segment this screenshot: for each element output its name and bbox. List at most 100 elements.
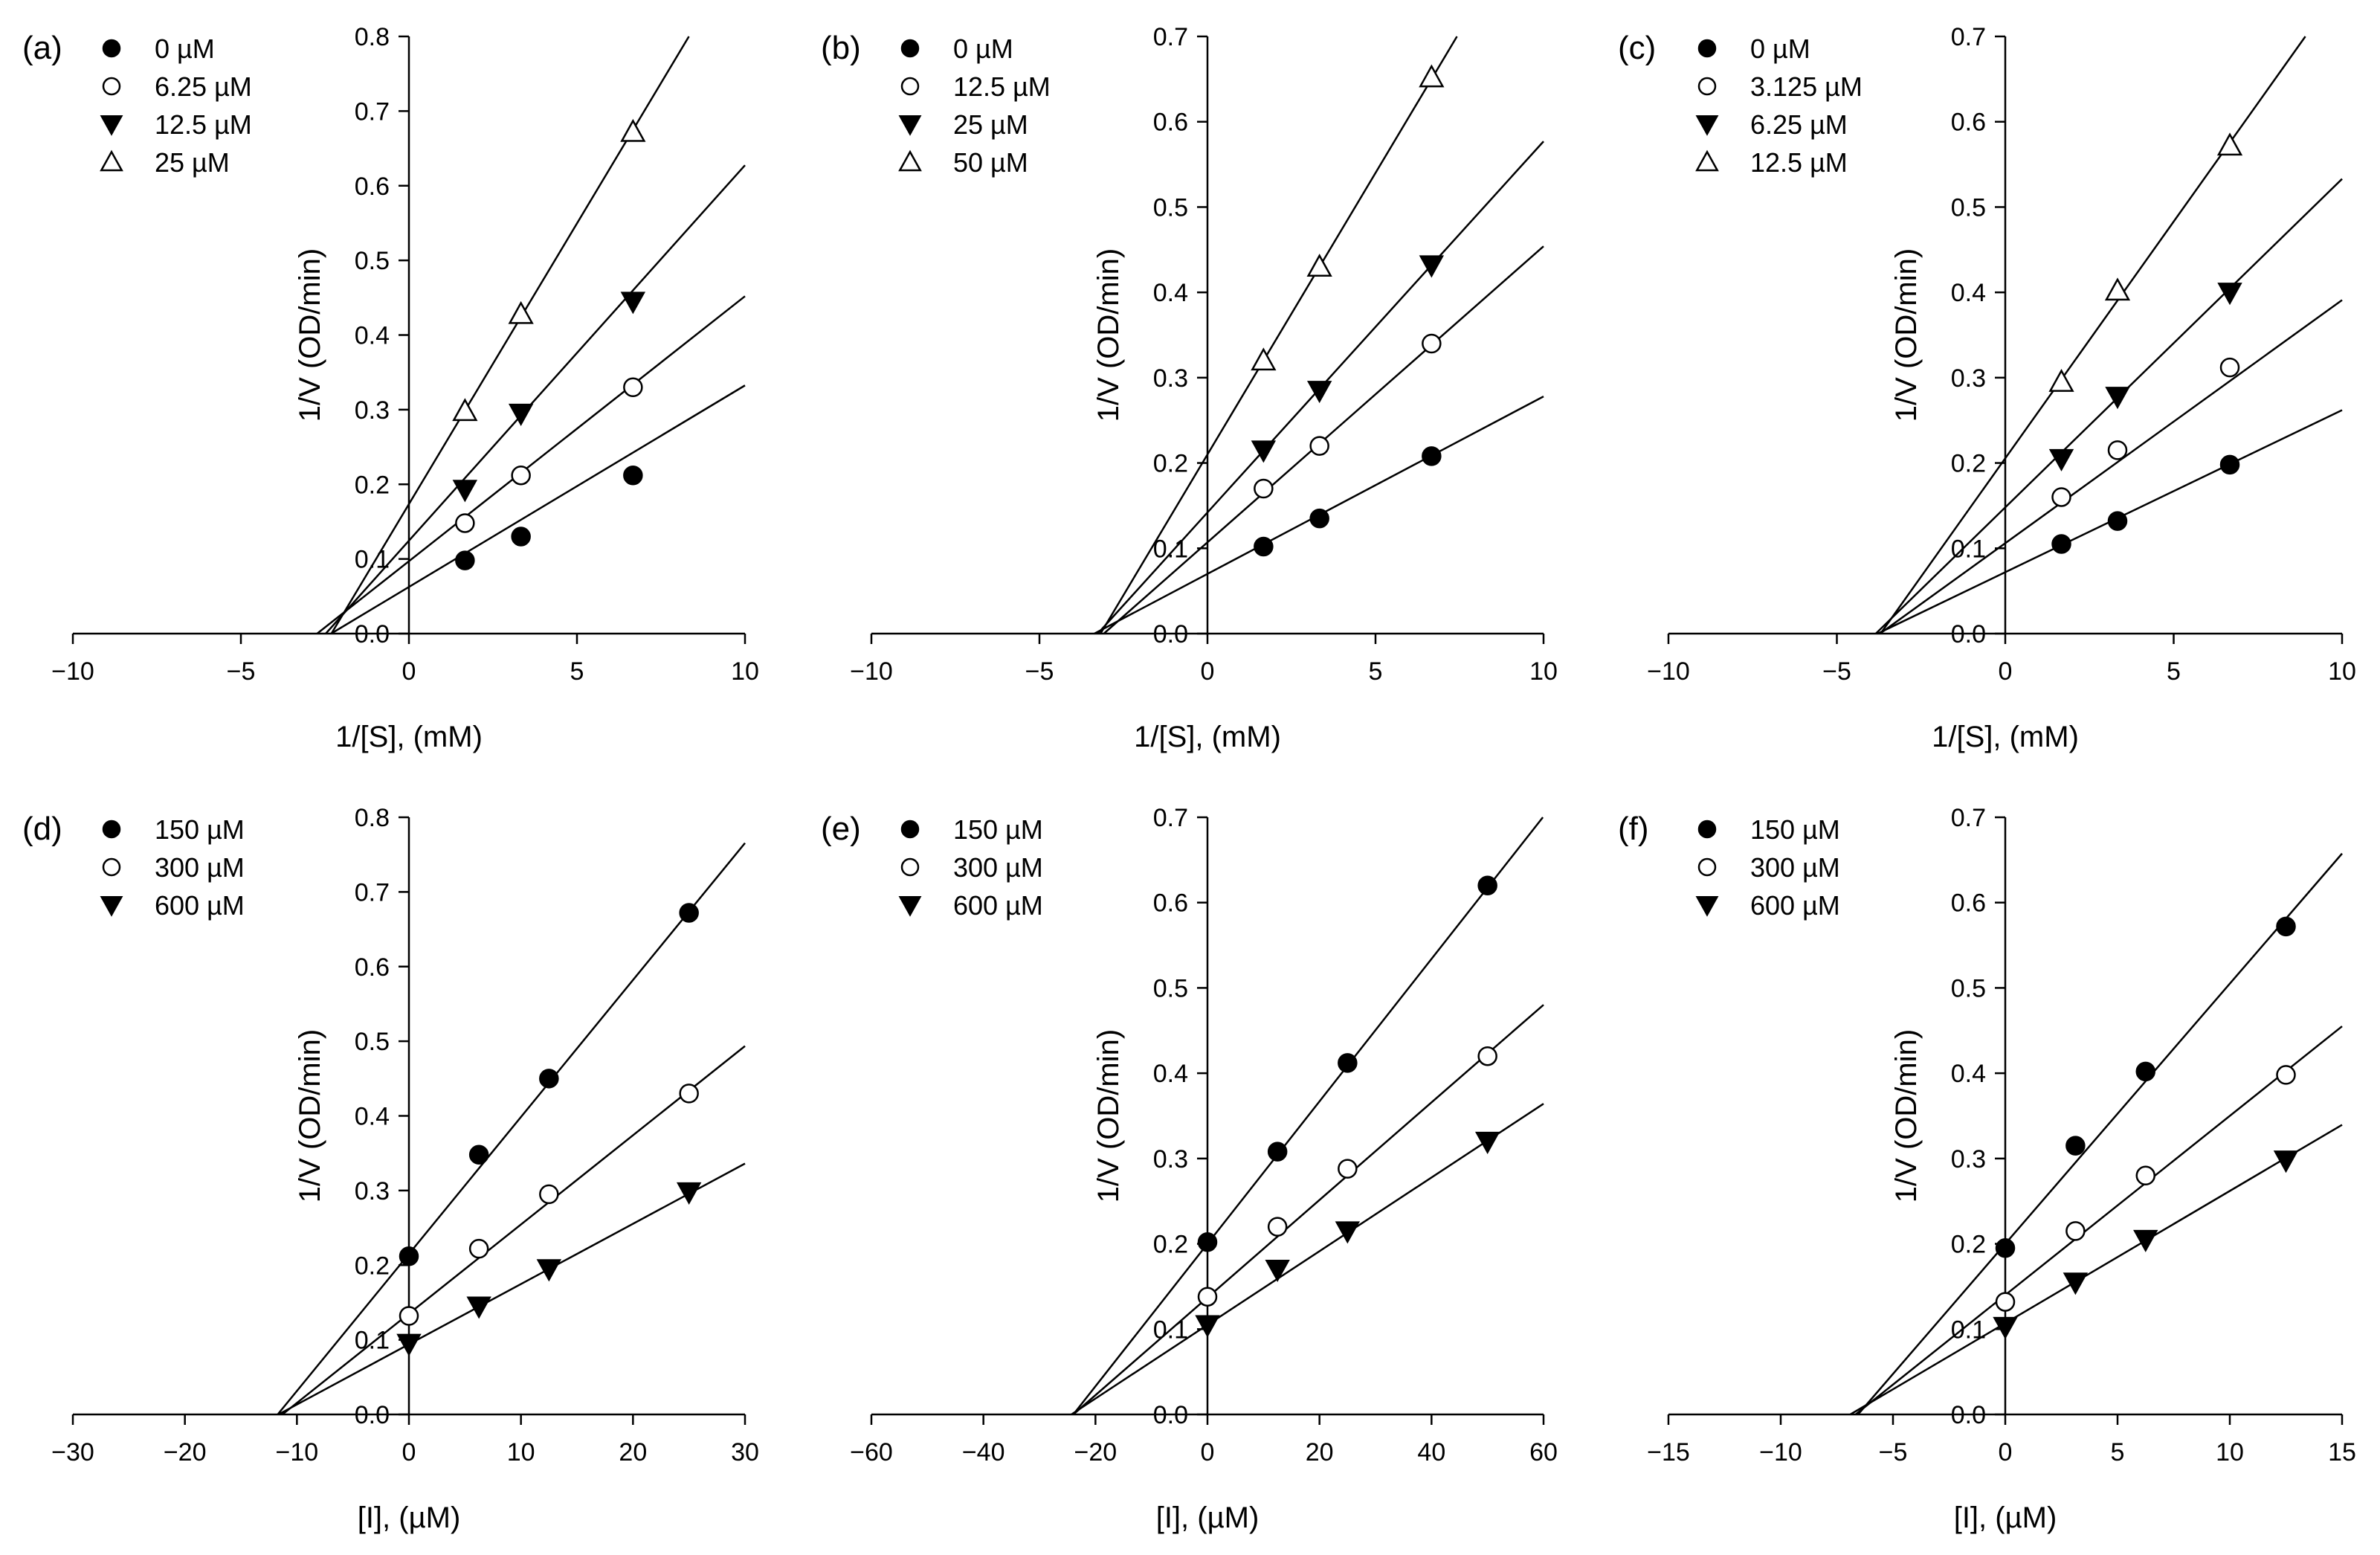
data-point-4-1-2 [1338, 1159, 1358, 1179]
fit-line-4-0 [1072, 817, 1544, 1415]
y-tick-label: 0.5 [355, 1028, 390, 1056]
data-point-2-1-2 [2219, 357, 2240, 378]
legend-marker-0 [102, 39, 121, 58]
fit-line-2-1 [1879, 299, 2343, 635]
y-tick-label: 0.6 [1951, 109, 1986, 137]
x-tick-label: 15 [2328, 1438, 2356, 1467]
legend-marker-0 [900, 820, 920, 839]
x-tick-label: 10 [731, 657, 759, 686]
legend: 0 µM 3.125 µM 6.25 µM 12.5 µM [1695, 33, 1863, 178]
data-point-0-1-0 [455, 513, 475, 533]
x-tick-label: −60 [850, 1438, 893, 1467]
panel-label: (c) [1618, 30, 1656, 66]
legend: 150 µM 300 µM 600 µM [1695, 814, 1840, 921]
legend-marker-3 [100, 149, 123, 172]
fit-line-3-2 [277, 1162, 746, 1416]
legend-marker-0 [900, 39, 920, 58]
x-tick-label: 20 [619, 1438, 647, 1467]
data-point-2-3-1 [2104, 277, 2131, 301]
legend-marker-2 [898, 896, 922, 917]
y-tick-label: 0.8 [355, 23, 390, 51]
legend-marker-0 [102, 820, 121, 839]
panel-label: (f) [1618, 811, 1649, 847]
y-axis-title: 1/V (OD/min) [294, 1029, 326, 1203]
x-tick-label: 0 [1999, 657, 2013, 686]
y-axis-title: 1/V (OD/min) [1890, 248, 1923, 422]
data-point-4-1-3 [1477, 1046, 1497, 1066]
data-point-5-1-1 [2065, 1221, 2086, 1241]
y-tick-label: 0.6 [1951, 889, 1986, 918]
legend: 150 µM 300 µM 600 µM [898, 814, 1043, 921]
legend-marker-1 [900, 77, 920, 96]
x-tick-label: −5 [1879, 1438, 1908, 1467]
legend-entry-label: 300 µM [155, 852, 245, 883]
data-point-2-1-0 [2051, 487, 2071, 507]
x-tick-label: −10 [275, 1438, 318, 1467]
x-tick-label: −5 [227, 657, 256, 686]
chart-panel-0: −10 −5 0 5 10 0.0 0.1 0.2 0.3 0.4 0.5 0.6 0.7 0.8 1/[S… [22, 23, 759, 753]
x-tick-label: −5 [1025, 657, 1054, 686]
data-point-3-0-1 [468, 1144, 489, 1165]
data-point-0-2-2 [620, 292, 646, 315]
y-tick-label: 0.7 [1951, 804, 1986, 832]
data-point-1-3-2 [1419, 64, 1445, 88]
data-point-3-0-2 [539, 1069, 559, 1089]
data-point-1-1-2 [1422, 333, 1442, 354]
fit-line-0-1 [316, 295, 746, 634]
data-point-1-2-2 [1419, 255, 1445, 278]
data-point-2-0-0 [2051, 534, 2071, 554]
x-tick-label: 60 [1529, 1438, 1558, 1467]
legend-marker-0 [1697, 39, 1717, 58]
fit-line-1-3 [1100, 36, 1458, 634]
data-point-5-2-2 [2133, 1229, 2158, 1252]
y-tick-label: 0.5 [1951, 974, 1986, 1002]
fit-line-2-3 [1880, 36, 2306, 634]
y-tick-label: 0.5 [1951, 193, 1986, 222]
legend-marker-2 [100, 115, 123, 136]
data-point-3-0-0 [399, 1246, 419, 1266]
data-point-5-0-0 [1995, 1238, 2016, 1258]
legend-entry-label: 300 µM [1750, 852, 1840, 883]
x-tick-label: 0 [1201, 1438, 1215, 1467]
legend-marker-2 [898, 115, 922, 136]
legend-marker-2 [100, 896, 123, 917]
legend-entry-label: 300 µM [953, 852, 1043, 883]
legend: 150 µM 300 µM 600 µM [100, 814, 245, 921]
legend-entry-label: 0 µM [155, 33, 215, 64]
legend-entry-label: 12.5 µM [1750, 147, 1848, 178]
data-point-5-1-3 [2276, 1065, 2296, 1085]
chart-panel-4: −60 −40 −20 0 20 40 60 0.0 0.1 0.2 0.3 0.4 0.5 0.6 0.7… [821, 804, 1558, 1534]
data-point-2-3-0 [2048, 369, 2074, 392]
x-tick-label: 10 [1529, 657, 1558, 686]
legend-entry-label: 150 µM [953, 814, 1043, 845]
data-point-0-0-1 [511, 527, 531, 547]
fit-line-5-1 [1854, 1026, 2343, 1415]
y-tick-label: 0.3 [1951, 1145, 1986, 1174]
legend-entry-label: 25 µM [953, 109, 1028, 140]
data-point-3-2-2 [536, 1259, 562, 1282]
y-tick-label: 0.6 [1153, 109, 1188, 137]
y-tick-label: 0.5 [355, 247, 390, 275]
y-tick-label: 0.1 [1153, 535, 1188, 563]
legend-entry-label: 6.25 µM [1750, 109, 1848, 140]
y-tick-label: 0.7 [1153, 804, 1188, 832]
fit-line-4-1 [1072, 1004, 1544, 1415]
x-tick-label: −10 [1647, 657, 1690, 686]
data-point-0-3-1 [508, 300, 534, 324]
y-tick-label: 0.3 [1153, 1145, 1188, 1174]
legend-marker-0 [1697, 820, 1717, 839]
legend-entry-label: 0 µM [1750, 33, 1810, 64]
data-point-4-1-1 [1267, 1217, 1288, 1237]
x-tick-label: 40 [1417, 1438, 1445, 1467]
y-tick-label: 0.3 [1153, 364, 1188, 393]
data-point-4-1-0 [1197, 1287, 1218, 1307]
data-point-3-2-0 [396, 1333, 422, 1356]
data-point-0-0-2 [623, 465, 643, 486]
y-tick-label: 0.5 [1153, 193, 1188, 222]
data-point-5-0-1 [2065, 1136, 2086, 1156]
panel-label: (b) [821, 30, 861, 66]
fit-line-0-2 [325, 164, 746, 634]
data-point-4-0-0 [1197, 1232, 1218, 1252]
legend-entry-label: 0 µM [953, 33, 1013, 64]
